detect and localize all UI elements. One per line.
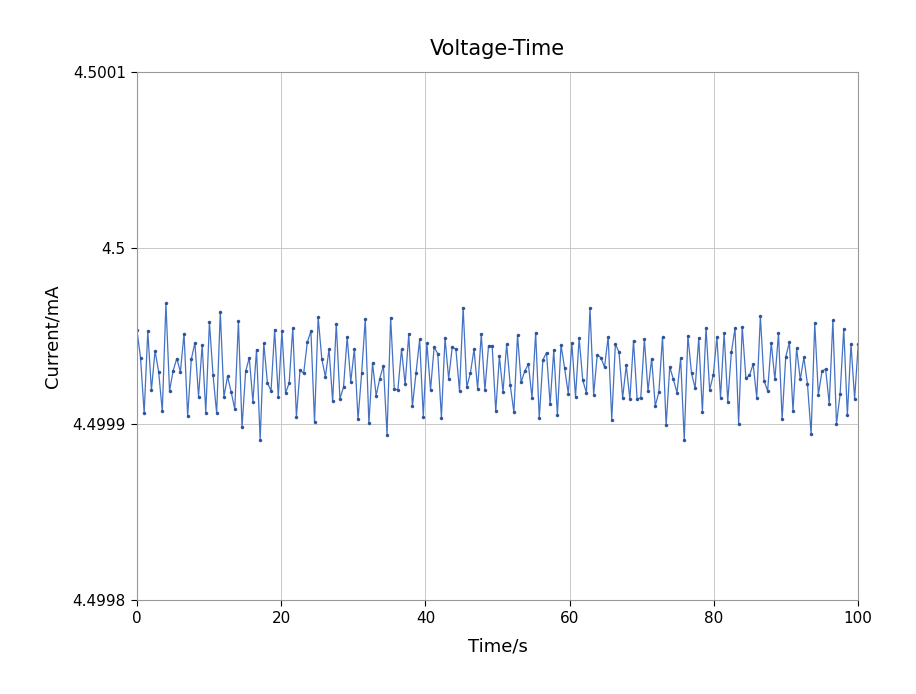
- X-axis label: Time/s: Time/s: [468, 637, 528, 655]
- Y-axis label: Current/mA: Current/mA: [43, 284, 61, 387]
- Title: Voltage-Time: Voltage-Time: [430, 39, 565, 59]
